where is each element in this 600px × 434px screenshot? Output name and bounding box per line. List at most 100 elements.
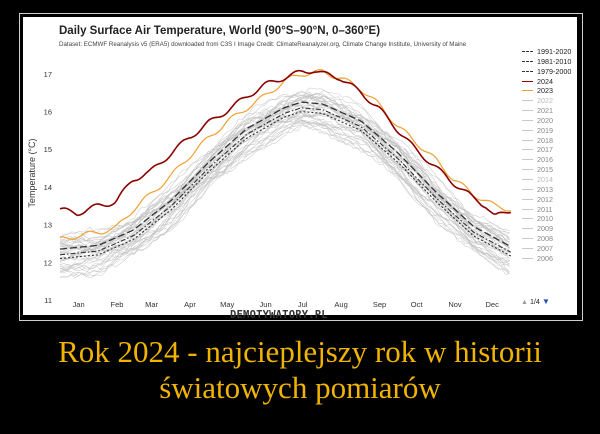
legend-item[interactable]: 2021 (520, 106, 580, 116)
legend-label: 2017 (537, 145, 553, 155)
legend-item[interactable]: 2020 (520, 116, 580, 126)
legend-label: 2009 (537, 224, 553, 234)
history-year-line (59, 111, 510, 267)
series-line-2023 (59, 68, 511, 241)
legend-item[interactable]: 2022 (520, 96, 580, 106)
y-axis-ticks: 11 12 13 14 15 16 17 (44, 70, 52, 305)
legend-label: 2019 (537, 125, 553, 135)
history-year-line (59, 113, 510, 271)
x-tick-label: Dec (486, 300, 500, 309)
legend-swatch (522, 238, 533, 240)
legend-label: 2022 (537, 96, 553, 106)
legend-item[interactable]: 2006 (520, 254, 580, 264)
legend-swatch (522, 247, 533, 249)
legend-swatch (522, 218, 533, 220)
series-line-1991-2020 (59, 101, 512, 250)
legend-item[interactable]: 2014 (520, 175, 580, 185)
legend-swatch (522, 110, 533, 112)
legend-label: 2015 (537, 165, 553, 175)
legend-label: 2018 (537, 135, 553, 145)
legend-swatch (522, 129, 533, 131)
legend-label: 2010 (537, 214, 553, 224)
page-indicator: 1/4 (529, 297, 540, 306)
legend-swatch (522, 51, 533, 52)
history-year-line (59, 95, 510, 244)
legend-label: 2021 (537, 106, 553, 116)
legend-item[interactable]: 2023 (520, 86, 580, 96)
legend-swatch (522, 60, 533, 62)
legend-label: 1981-2010 (537, 56, 572, 66)
series-line-1979-2000 (59, 111, 512, 260)
legend-item[interactable]: 2012 (520, 195, 580, 205)
legend-label: 2007 (537, 243, 553, 253)
x-tick-label: Feb (111, 300, 124, 309)
legend-pager: ▲ 1/4 ▼ (521, 297, 550, 306)
legend-swatch (522, 80, 533, 82)
legend-item[interactable]: 2015 (520, 165, 580, 175)
legend-label: 2016 (537, 155, 553, 165)
legend-swatch (522, 198, 533, 200)
x-tick-label: May (220, 300, 234, 309)
series-line-1981-2010 (59, 107, 512, 256)
history-year-line (59, 104, 510, 254)
legend-item[interactable]: 2008 (520, 234, 580, 244)
legend-item[interactable]: 2013 (520, 185, 580, 195)
legend-item[interactable]: 1979-2000 (520, 67, 580, 77)
legend-label: 2023 (537, 86, 553, 96)
history-year-line (59, 90, 510, 239)
legend-label: 2020 (537, 115, 553, 125)
legend-swatch (522, 100, 533, 102)
page-down-icon[interactable]: ▼ (541, 297, 550, 306)
history-year-line (59, 111, 510, 263)
page-up-icon[interactable]: ▲ (521, 299, 528, 306)
chart-subtitle: Dataset: ECMWF Reanalysis v5 (ERA5) down… (59, 41, 467, 48)
legend-item[interactable]: 1991-2020 (520, 47, 580, 57)
legend-swatch (522, 257, 533, 259)
chart-title: Daily Surface Air Temperature, World (90… (59, 25, 381, 37)
caption: Rok 2024 - najcieplejszy rok w historii … (58, 334, 542, 405)
x-tick-label: Jul (298, 300, 308, 309)
legend-swatch (522, 139, 533, 141)
history-year-line (59, 93, 510, 242)
legend-label: 2006 (537, 253, 553, 263)
legend-item[interactable]: 2010 (520, 214, 580, 224)
x-tick-label: Nov (448, 300, 462, 309)
legend: 1991-2020 1981-2010 1979-2000 2024 2023 2022 2… (520, 47, 580, 264)
history-year-line (59, 120, 510, 277)
x-axis-ticks: Jan Feb Mar Apr May Jun Jul Aug Sep Oct Nov Dec (73, 300, 500, 309)
legend-item[interactable]: 2019 (520, 126, 580, 136)
legend-item[interactable]: 2017 (520, 145, 580, 155)
y-tick-label: 12 (44, 258, 52, 267)
x-tick-label: Sep (373, 300, 386, 309)
x-tick-label: Jan (73, 300, 85, 309)
series-line-2024 (59, 69, 511, 217)
legend-swatch (522, 119, 533, 121)
legend-swatch (522, 169, 533, 171)
legend-swatch (522, 149, 533, 151)
history-year-line (59, 119, 510, 274)
legend-item[interactable]: 1981-2010 (520, 57, 580, 67)
history-year-line (59, 102, 510, 251)
legend-swatch (522, 188, 533, 190)
legend-item[interactable]: 2018 (520, 136, 580, 146)
watermark: DEMOTYWATORY.PL (230, 309, 328, 321)
legend-item[interactable]: 2024 (520, 77, 580, 87)
legend-item[interactable]: 2007 (520, 244, 580, 254)
x-tick-label: Aug (334, 300, 347, 309)
history-year-line (59, 113, 510, 260)
legend-label: 2011 (537, 204, 553, 214)
x-tick-label: Oct (411, 300, 424, 309)
legend-label: 2008 (537, 234, 553, 244)
y-tick-label: 17 (44, 70, 52, 79)
x-tick-label: Apr (184, 300, 196, 309)
legend-item[interactable]: 2009 (520, 224, 580, 234)
legend-item[interactable]: 2011 (520, 205, 580, 215)
x-tick-label: Jun (260, 300, 272, 309)
legend-item[interactable]: 2016 (520, 155, 580, 165)
legend-label: 1979-2000 (537, 66, 572, 76)
y-axis-label: Temperature (°C) (27, 138, 37, 208)
legend-swatch (522, 70, 533, 72)
chart-panel (23, 17, 577, 315)
history-year-line (59, 96, 510, 252)
